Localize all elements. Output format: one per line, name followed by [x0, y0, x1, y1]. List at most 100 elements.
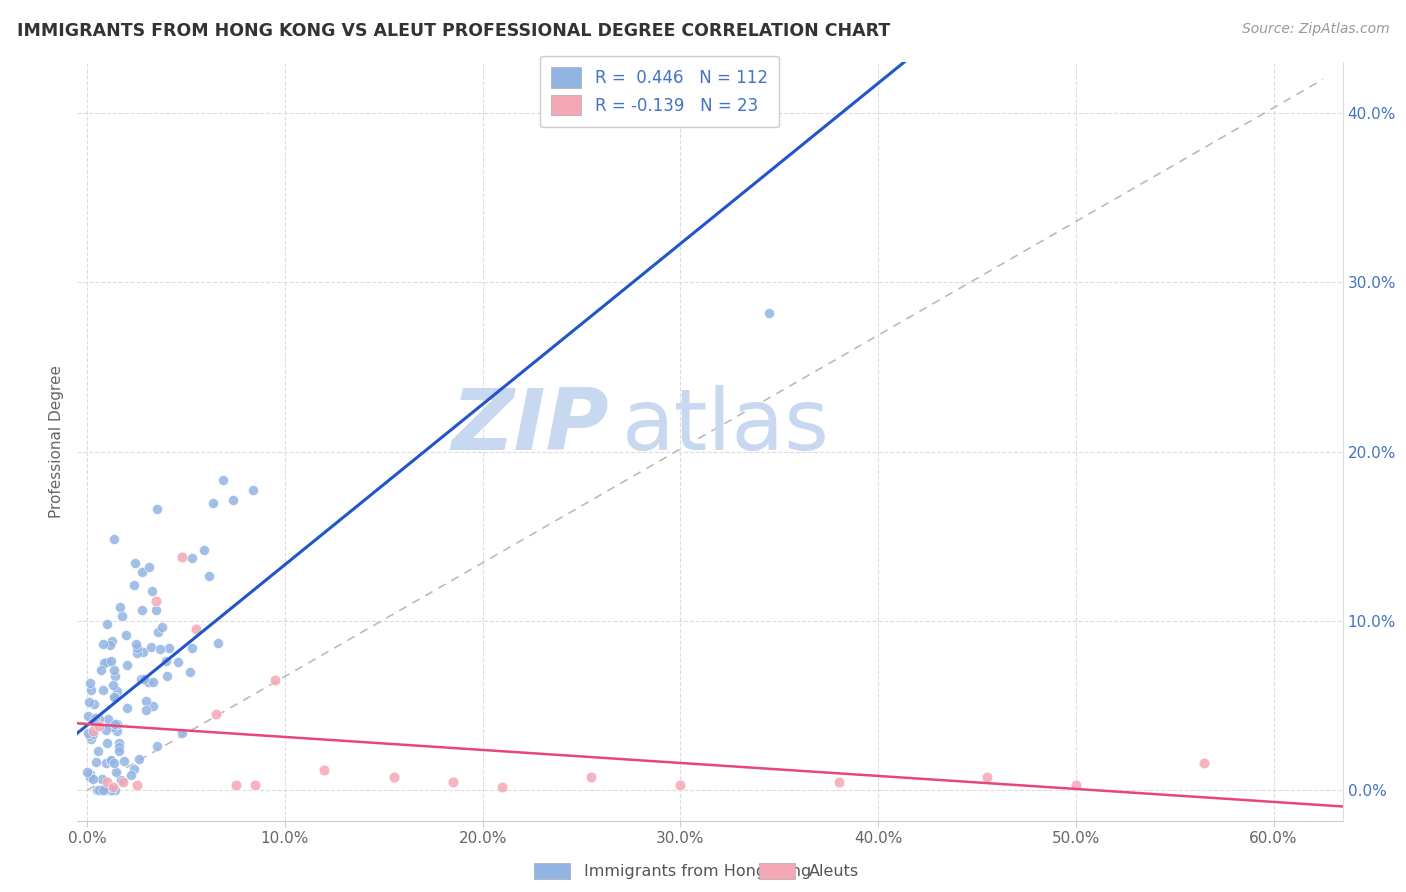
Point	[100, 754, 122, 768]
Point	[97, 712, 120, 726]
Point	[115, 628, 138, 642]
Text: Immigrants from Hong Kong: Immigrants from Hong Kong	[583, 864, 811, 879]
Point	[84, 756, 107, 770]
Point	[202, 496, 225, 510]
Point	[79, 729, 101, 743]
Point	[225, 778, 247, 792]
Point	[87, 783, 110, 797]
Point	[145, 603, 167, 617]
Point	[86, 783, 108, 797]
Text: Aleuts: Aleuts	[808, 864, 859, 879]
Point	[167, 655, 190, 669]
Point	[87, 712, 110, 726]
Point	[90, 663, 112, 677]
Point	[91, 637, 114, 651]
Point	[104, 783, 127, 797]
Point	[135, 703, 157, 717]
Point	[141, 584, 163, 599]
Point	[108, 740, 131, 755]
Point	[125, 778, 148, 792]
Point	[101, 780, 124, 794]
Point	[132, 645, 155, 659]
Point	[129, 672, 152, 686]
Point	[142, 674, 165, 689]
Point	[155, 654, 177, 668]
Point	[108, 736, 131, 750]
Point	[77, 695, 100, 709]
Text: IMMIGRANTS FROM HONG KONG VS ALEUT PROFESSIONAL DEGREE CORRELATION CHART: IMMIGRANTS FROM HONG KONG VS ALEUT PROFE…	[17, 22, 890, 40]
Point	[87, 719, 110, 733]
Point	[138, 560, 160, 574]
Point	[441, 774, 464, 789]
Point	[149, 641, 172, 656]
Point	[115, 701, 138, 715]
Point	[382, 770, 405, 784]
Point	[105, 764, 128, 779]
Point	[124, 557, 146, 571]
Point	[103, 756, 125, 770]
Point	[198, 569, 221, 583]
Point	[211, 473, 233, 487]
Point	[104, 690, 127, 705]
Point	[264, 673, 287, 688]
Point	[1194, 756, 1216, 770]
Point	[146, 625, 169, 640]
Point	[103, 783, 125, 797]
Point	[156, 669, 179, 683]
Point	[100, 783, 122, 797]
Point	[111, 774, 134, 789]
Point	[86, 744, 108, 758]
Point	[758, 306, 780, 320]
Point	[193, 542, 215, 557]
Point	[131, 565, 153, 579]
Point	[76, 726, 98, 740]
Point	[105, 716, 128, 731]
Point	[83, 697, 105, 711]
Point	[100, 638, 122, 652]
Point	[96, 774, 118, 789]
Point	[76, 765, 98, 780]
Text: atlas: atlas	[621, 384, 830, 468]
Point	[96, 617, 118, 632]
Point	[108, 599, 131, 614]
Point	[180, 551, 202, 566]
Point	[125, 647, 148, 661]
Point	[146, 502, 169, 516]
Point	[145, 593, 167, 607]
Point	[100, 783, 122, 797]
Point	[207, 636, 229, 650]
Point	[100, 753, 122, 767]
Point	[79, 675, 101, 690]
Point	[145, 739, 167, 754]
Point	[139, 640, 162, 654]
Point	[82, 723, 104, 738]
Y-axis label: Professional Degree: Professional Degree	[49, 365, 65, 518]
Point	[314, 763, 336, 777]
Point	[104, 669, 127, 683]
Text: ZIP: ZIP	[451, 384, 609, 468]
Point	[96, 656, 118, 670]
Point	[491, 780, 513, 794]
Point	[112, 754, 135, 768]
Point	[96, 756, 118, 770]
Point	[91, 683, 114, 698]
Point	[96, 723, 118, 737]
Point	[245, 778, 267, 792]
Point	[82, 726, 104, 740]
Point	[132, 673, 155, 687]
Point	[136, 674, 159, 689]
Point	[93, 783, 115, 797]
Point	[79, 732, 101, 747]
Point	[120, 768, 142, 782]
Point	[125, 637, 148, 651]
Point	[127, 640, 149, 655]
Point	[172, 726, 194, 740]
Point	[135, 693, 157, 707]
Point	[80, 682, 103, 697]
Point	[242, 483, 264, 497]
Point	[103, 532, 125, 546]
Point	[157, 641, 180, 656]
Point	[90, 783, 112, 797]
Legend: R =  0.446   N = 112, R = -0.139   N = 23: R = 0.446 N = 112, R = -0.139 N = 23	[540, 55, 779, 127]
Point	[150, 620, 173, 634]
